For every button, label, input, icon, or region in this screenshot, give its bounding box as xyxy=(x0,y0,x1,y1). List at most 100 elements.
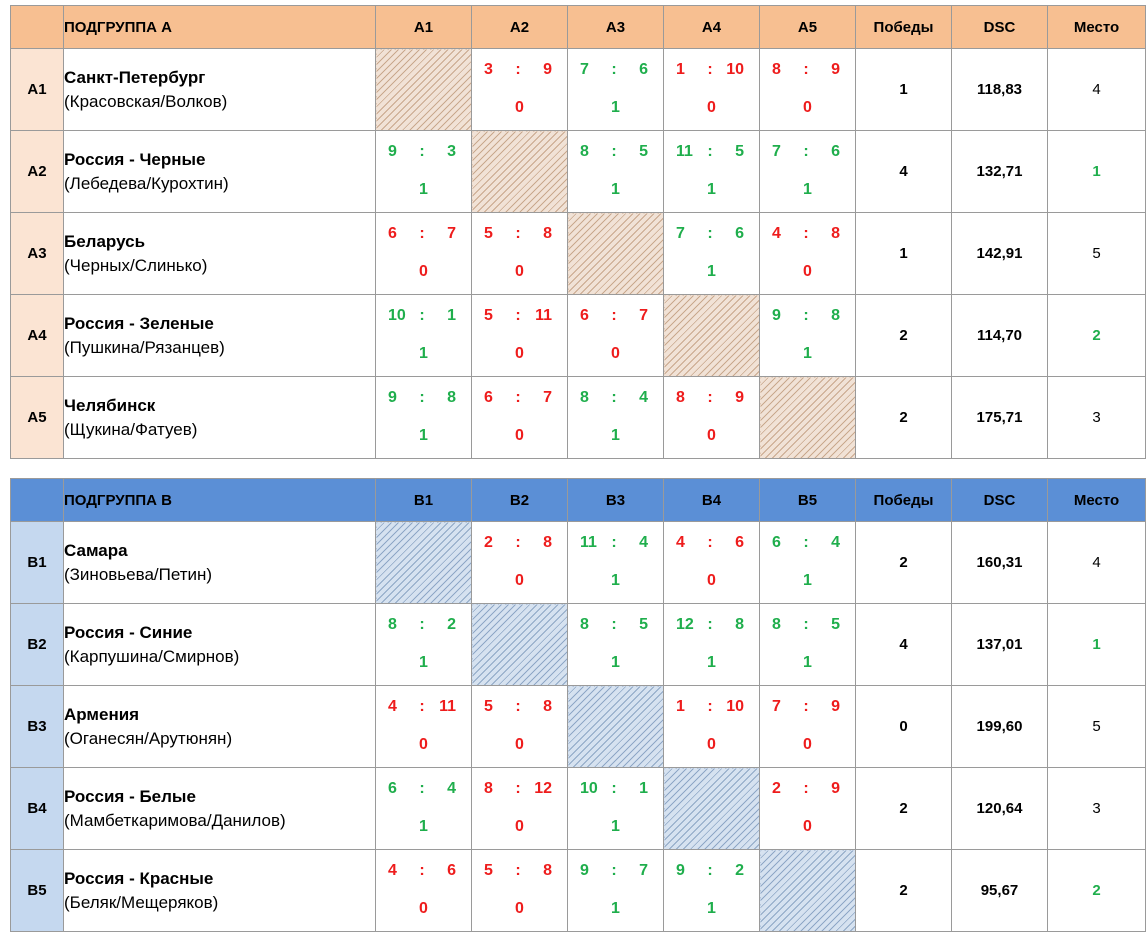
dsc-value: 137,01 xyxy=(951,603,1048,686)
score-opponent: 2 xyxy=(447,616,456,633)
match-score: 5: 8 xyxy=(484,862,552,880)
match-score: 5: 8 xyxy=(484,225,552,243)
dsc-value: 95,67 xyxy=(951,849,1048,932)
self-match-cell xyxy=(759,849,856,932)
score-separator: : xyxy=(803,307,809,324)
score-separator: : xyxy=(515,780,521,797)
team-cell: Челябинск (Щукина/Фатуев) xyxy=(63,376,376,459)
score-opponent: 7 xyxy=(639,862,648,879)
match-points: 0 xyxy=(515,818,524,835)
team-players: (Мамбеткаримова/Данилов) xyxy=(64,810,286,830)
team-players: (Беляк/Мещеряков) xyxy=(64,892,219,912)
score-own: 6 xyxy=(580,307,589,324)
score-own: 2 xyxy=(484,534,493,551)
score-opponent: 4 xyxy=(639,534,648,551)
match-points: 1 xyxy=(419,181,428,198)
score-own: 5 xyxy=(484,307,493,324)
group-a-table: ПОДГРУППА А A1 A2 A3 A4 A5 Победы DSC Место A1 Сан… xyxy=(10,5,1146,459)
team-row-a5: A5 Челябинск (Щукина/Фатуев) 9:8 1 6:7 0 8:4 1 8:… xyxy=(10,376,1146,459)
match-score: 8: 2 xyxy=(388,616,456,634)
match-score: 2: 9 xyxy=(772,780,840,798)
match-result-cell: 11: 4 1 xyxy=(567,521,664,604)
score-own: 5 xyxy=(484,862,493,879)
place-value: 2 xyxy=(1047,849,1146,932)
match-score: 9: 8 xyxy=(772,307,840,325)
score-own: 3 xyxy=(484,61,493,78)
match-result-cell: 4:11 0 xyxy=(375,685,472,768)
dsc-header: DSC xyxy=(951,478,1048,522)
match-result-cell: 5: 8 0 xyxy=(471,212,568,295)
score-opponent: 5 xyxy=(639,143,648,160)
match-result-cell: 2: 9 0 xyxy=(759,767,856,850)
score-separator: : xyxy=(803,143,809,160)
score-own: 8 xyxy=(772,616,781,633)
match-result-cell: 8: 9 0 xyxy=(759,48,856,131)
self-match-cell xyxy=(663,767,760,850)
match-score: 1:10 xyxy=(676,61,744,79)
column-header-b1: B1 xyxy=(375,478,472,522)
match-result-cell: 2: 8 0 xyxy=(471,521,568,604)
team-name: Челябинск xyxy=(64,395,156,415)
score-separator: : xyxy=(515,534,521,551)
score-separator: : xyxy=(611,616,617,633)
team-cell: Беларусь (Черных/Слинько) xyxy=(63,212,376,295)
match-points: 1 xyxy=(803,654,812,671)
team-cell: Россия - Синие (Карпушина/Смирнов) xyxy=(63,603,376,686)
place-header: Место xyxy=(1047,5,1146,49)
match-score: 1:10 xyxy=(676,698,744,716)
match-result-cell: 12: 8 1 xyxy=(663,603,760,686)
match-score: 8: 9 xyxy=(772,61,840,79)
match-points: 0 xyxy=(707,427,716,444)
score-opponent: 9 xyxy=(831,780,840,797)
match-points: 1 xyxy=(419,345,428,362)
score-separator: : xyxy=(419,307,425,324)
team-name: Россия - Белые xyxy=(64,786,196,806)
score-separator: : xyxy=(803,616,809,633)
score-own: 8 xyxy=(580,389,589,406)
match-points: 1 xyxy=(611,572,620,589)
score-separator: : xyxy=(707,616,713,633)
match-result-cell: 7: 6 1 xyxy=(759,130,856,213)
score-own: 9 xyxy=(580,862,589,879)
wins-value: 4 xyxy=(855,130,952,213)
match-points: 0 xyxy=(803,818,812,835)
score-own: 6 xyxy=(388,225,397,242)
score-opponent: 8 xyxy=(831,225,840,242)
score-opponent: 5 xyxy=(639,616,648,633)
match-score: 8: 4 xyxy=(580,389,648,407)
team-players: (Черных/Слинько) xyxy=(64,255,208,275)
score-opponent: 9 xyxy=(831,698,840,715)
place-value: 5 xyxy=(1047,685,1146,768)
score-separator: : xyxy=(707,61,713,78)
place-header: Место xyxy=(1047,478,1146,522)
score-opponent: 4 xyxy=(639,389,648,406)
match-points: 1 xyxy=(803,572,812,589)
score-opponent: 8 xyxy=(735,616,744,633)
score-opponent: 7 xyxy=(543,389,552,406)
match-points: 1 xyxy=(803,181,812,198)
team-players: (Карпушина/Смирнов) xyxy=(64,646,240,666)
team-name: Армения xyxy=(64,704,140,724)
team-row-a1: A1 Санкт-Петербург (Красовская/Волков) 3: 9 0… xyxy=(10,48,1146,131)
team-row-b3: B3 Армения (Оганесян/Арутюнян) 4:11 0 5:8 0 1:1… xyxy=(10,685,1146,768)
team-players: (Пушкина/Рязанцев) xyxy=(64,337,225,357)
team-row-b5: B5 Россия - Красные (Беляк/Мещеряков) 4:6 0 5… xyxy=(10,849,1146,932)
group-b-table: ПОДГРУППА В B1 B2 B3 B4 B5 Победы DSC Место B1 Сам… xyxy=(10,478,1146,932)
match-points: 0 xyxy=(515,263,524,280)
team-cell: Самара (Зиновьева/Петин) xyxy=(63,521,376,604)
score-separator: : xyxy=(803,225,809,242)
match-result-cell: 11: 5 1 xyxy=(663,130,760,213)
score-opponent: 6 xyxy=(447,862,456,879)
self-match-cell xyxy=(567,212,664,295)
team-cell: Санкт-Петербург (Красовская/Волков) xyxy=(63,48,376,131)
place-value: 3 xyxy=(1047,767,1146,850)
place-value: 2 xyxy=(1047,294,1146,377)
team-players: (Оганесян/Арутюнян) xyxy=(64,728,233,748)
team-cell: Армения (Оганесян/Арутюнян) xyxy=(63,685,376,768)
match-result-cell: 10: 1 1 xyxy=(567,767,664,850)
match-points: 1 xyxy=(611,818,620,835)
self-match-cell xyxy=(567,685,664,768)
score-separator: : xyxy=(707,143,713,160)
match-result-cell: 8: 9 0 xyxy=(663,376,760,459)
match-score: 8: 5 xyxy=(772,616,840,634)
